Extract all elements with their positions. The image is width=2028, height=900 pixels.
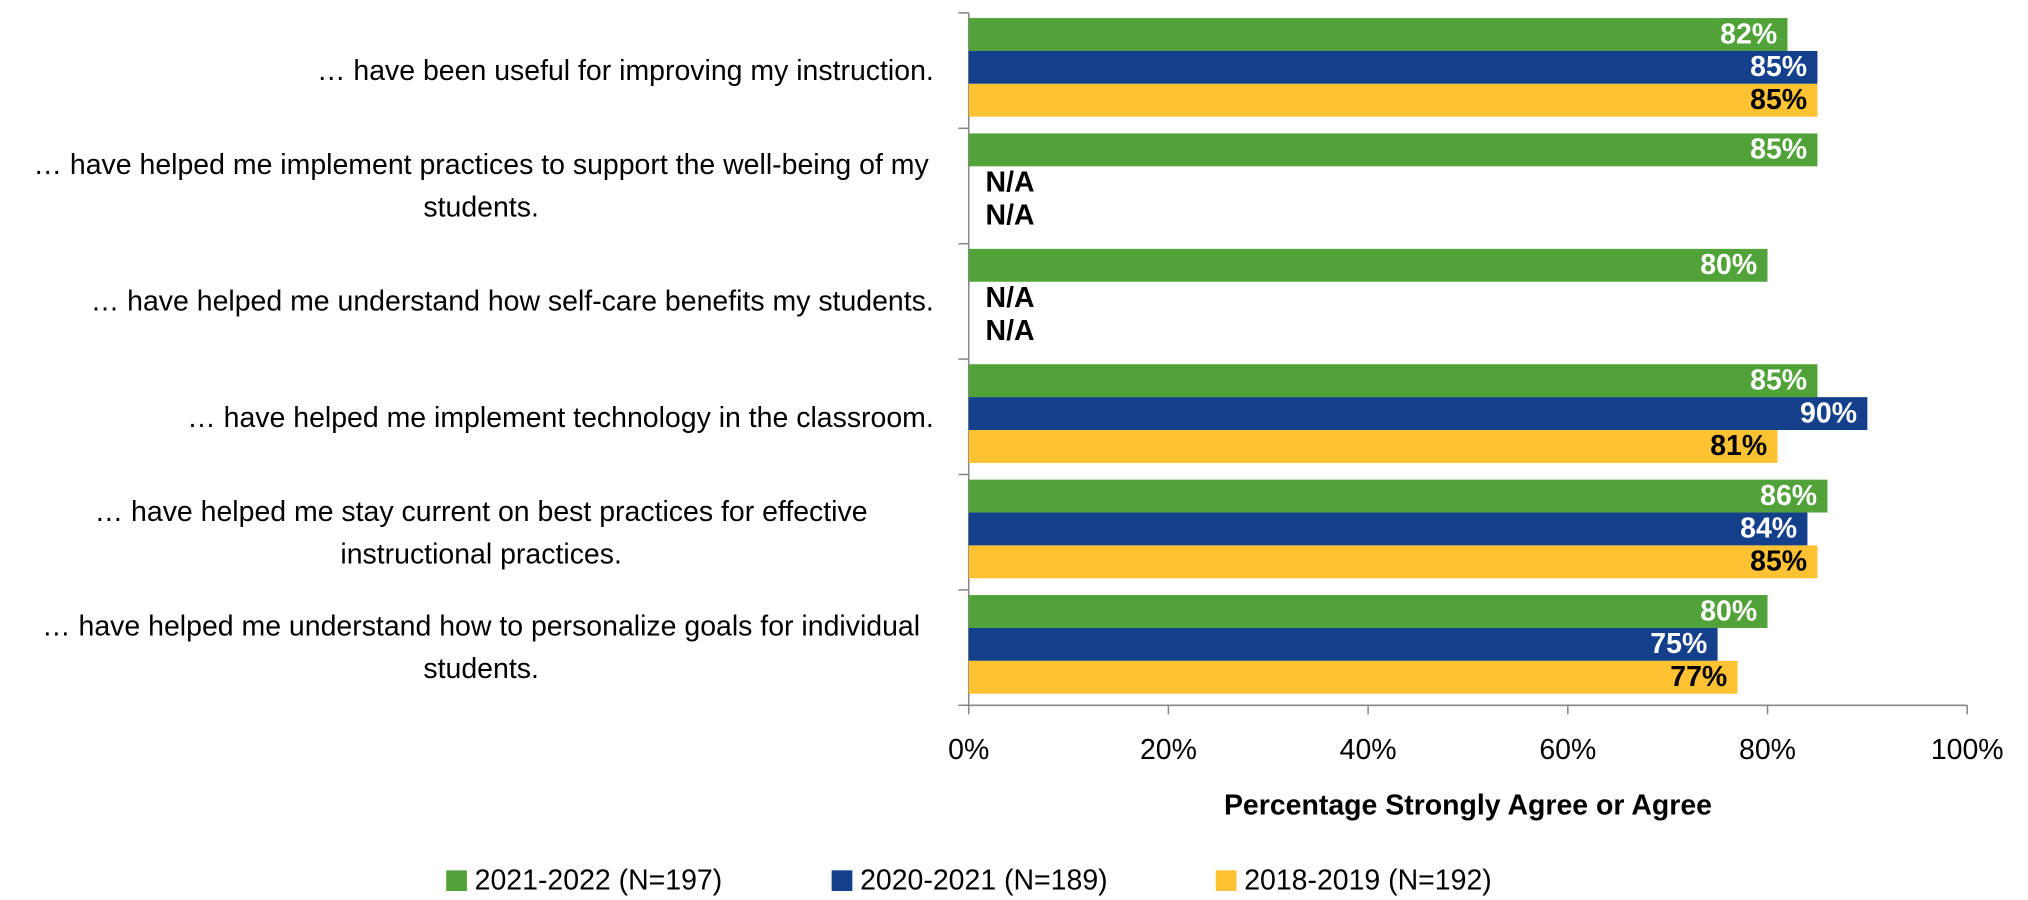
legend-label: 2020-2021 (N=189) xyxy=(860,864,1108,896)
value-label: 84% xyxy=(1740,513,1797,545)
bar xyxy=(968,430,1778,463)
bar xyxy=(968,660,1738,694)
category-text: … have helped me understand how self-car… xyxy=(90,285,934,318)
legend-swatch xyxy=(831,870,853,891)
x-tick-label: 80% xyxy=(1739,734,1796,766)
bar xyxy=(968,479,1828,513)
value-label: 85% xyxy=(1750,546,1807,578)
category-label: … have been useful for improving my inst… xyxy=(317,54,934,87)
bar xyxy=(968,248,1768,282)
category-label: … have helped me implement practices to … xyxy=(33,148,929,224)
bar xyxy=(968,545,1818,579)
value-label: N/A xyxy=(986,282,1035,314)
x-tick-label: 40% xyxy=(1340,734,1397,766)
value-label: 85% xyxy=(1750,51,1807,83)
value-label: 82% xyxy=(1720,18,1777,50)
category-label: … have helped me implement technology in… xyxy=(187,400,934,433)
category-text: … have helped me stay current on best pr… xyxy=(94,494,868,570)
bar xyxy=(968,364,1818,398)
x-tick-label: 60% xyxy=(1539,734,1596,766)
x-tick-label: 20% xyxy=(1140,734,1197,766)
legend-label: 2018-2019 (N=192) xyxy=(1244,864,1492,896)
bar xyxy=(968,18,1788,51)
bar xyxy=(968,133,1818,167)
legend-swatch xyxy=(446,870,467,891)
value-label: N/A xyxy=(986,315,1035,347)
value-label: 90% xyxy=(1800,397,1857,429)
bar xyxy=(968,397,1868,431)
value-label: 77% xyxy=(1670,661,1727,693)
legend-swatch xyxy=(1215,870,1237,891)
value-label: 85% xyxy=(1750,134,1807,166)
value-label: N/A xyxy=(986,167,1035,199)
value-label: 80% xyxy=(1700,249,1757,281)
value-label: 75% xyxy=(1650,628,1707,660)
category-label: … have helped me stay current on best pr… xyxy=(94,494,868,570)
value-label: 81% xyxy=(1710,430,1767,462)
bar xyxy=(968,50,1818,84)
x-tick-label: 100% xyxy=(1931,734,2004,766)
category-text: … have been useful for improving my inst… xyxy=(317,54,934,87)
legend-label: 2021-2022 (N=197) xyxy=(475,864,723,896)
category-text: … have helped me implement practices to … xyxy=(33,148,929,224)
category-label: … have helped me understand how self-car… xyxy=(90,285,934,318)
value-label: 86% xyxy=(1760,480,1817,512)
category-text: … have helped me understand how to perso… xyxy=(42,610,921,685)
value-label: 85% xyxy=(1750,365,1807,397)
x-tick-label: 0% xyxy=(948,734,989,766)
value-label: 85% xyxy=(1750,84,1807,116)
bar xyxy=(968,595,1768,628)
bar xyxy=(968,83,1818,117)
value-label: 80% xyxy=(1700,595,1757,627)
category-text: … have helped me implement technology in… xyxy=(187,400,934,433)
x-axis-title: Percentage Strongly Agree or Agree xyxy=(1224,790,1712,822)
value-label: N/A xyxy=(986,199,1035,231)
bar xyxy=(968,627,1718,661)
category-label: … have helped me understand how to perso… xyxy=(42,610,921,685)
bar xyxy=(968,512,1808,546)
